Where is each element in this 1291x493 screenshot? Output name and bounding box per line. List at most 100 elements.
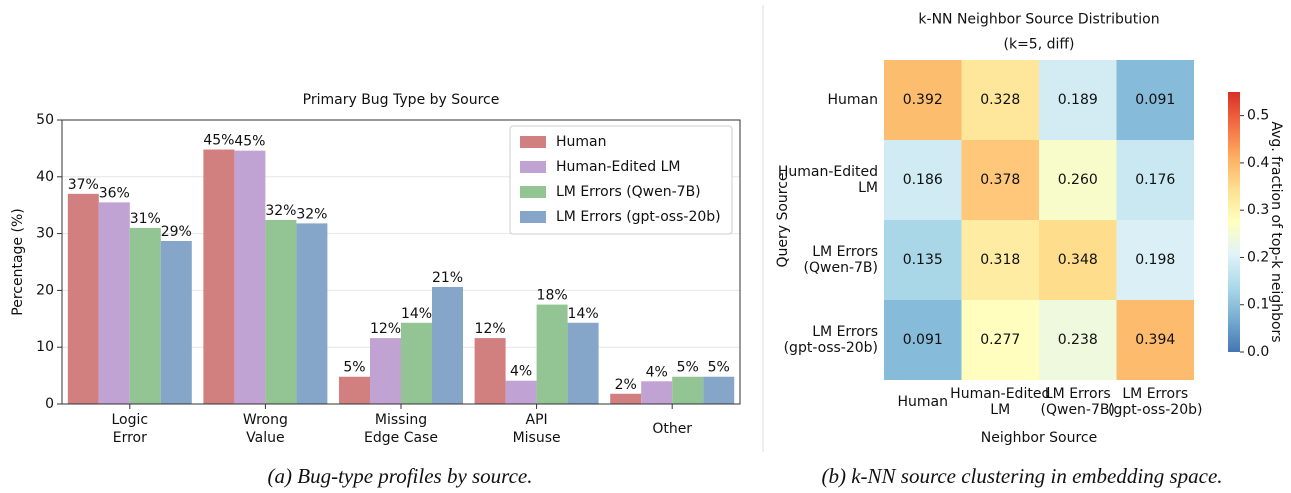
value-label: 4%	[510, 364, 532, 380]
y-tick-label: LM Errors (gpt-oss-20b)	[784, 324, 878, 356]
bar	[672, 376, 704, 404]
y-axis-label: Percentage (%)	[10, 208, 26, 315]
legend-swatch	[520, 161, 546, 173]
cell-label: 0.091	[903, 332, 943, 348]
heatmap-cell	[1039, 300, 1117, 380]
value-label: 45%	[203, 133, 234, 149]
heatmap-cell	[1039, 140, 1117, 220]
value-label: 21%	[432, 270, 463, 286]
value-label: 12%	[370, 321, 401, 337]
x-tick-label: Logic Error	[112, 412, 149, 446]
x-tick-label: Human	[898, 394, 949, 410]
cell-label: 0.238	[1058, 332, 1098, 348]
bar	[432, 286, 463, 404]
heatmap-cell	[1116, 220, 1194, 300]
cell-label: 0.394	[1135, 332, 1175, 348]
value-label: 5%	[708, 360, 730, 376]
caption: (b) k-NN source clustering in embedding …	[821, 464, 1222, 488]
legend-swatch	[520, 211, 546, 223]
bar	[474, 338, 506, 404]
bar	[401, 322, 432, 404]
value-label: 18%	[537, 288, 568, 304]
value-label: 12%	[475, 321, 506, 337]
value-label: 36%	[99, 185, 130, 201]
bar	[265, 219, 297, 404]
x-axis-label: Neighbor Source	[981, 430, 1097, 446]
heatmap-cell	[1116, 60, 1194, 140]
legend-label: Human-Edited LM	[556, 159, 680, 175]
value-label: 14%	[401, 306, 432, 322]
cell-label: 0.176	[1135, 172, 1175, 188]
y-tick-label: 10	[36, 339, 54, 355]
heatmap-cell	[961, 300, 1039, 380]
bar	[610, 393, 642, 404]
cell-label: 0.091	[1135, 92, 1175, 108]
colorbar	[1228, 92, 1240, 352]
chart-title: k-NN Neighbor Source Distribution (k=5, d…	[918, 12, 1159, 53]
value-label: 5%	[343, 360, 365, 376]
bar	[641, 381, 673, 404]
cell-label: 0.189	[1058, 92, 1098, 108]
colorbar-label: Avg. fraction of top-k neighbors	[1268, 121, 1284, 342]
y-tick-label: Human	[828, 92, 879, 108]
colorbar-tick-label: 0.1	[1247, 297, 1269, 313]
x-tick-label: LM Errors (Qwen-7B)	[1041, 386, 1115, 418]
legend-label: LM Errors (Qwen-7B)	[556, 184, 701, 200]
heatmap-cell	[1039, 220, 1117, 300]
y-tick-label: 0	[45, 396, 54, 412]
legend-label: Human	[556, 134, 607, 150]
bar	[370, 338, 401, 404]
cell-label: 0.392	[903, 92, 943, 108]
heatmap-cell	[1039, 60, 1117, 140]
x-tick-label: Missing Edge Case	[364, 412, 438, 446]
cell-label: 0.348	[1058, 252, 1098, 268]
cell-label: 0.318	[980, 252, 1020, 268]
cell-label: 0.135	[903, 252, 943, 268]
y-tick-label: 30	[36, 226, 54, 242]
value-label: 32%	[296, 206, 327, 222]
value-label: 5%	[677, 360, 699, 376]
value-label: 45%	[234, 134, 265, 150]
colorbar-tick-label: 0.5	[1247, 108, 1269, 124]
colorbar-tick-label: 0.4	[1247, 155, 1269, 171]
legend-label: LM Errors (gpt-oss-20b)	[556, 209, 721, 225]
bar	[67, 193, 99, 404]
colorbar-tick-label: 0.0	[1247, 344, 1269, 360]
heatmap-cell	[884, 60, 962, 140]
bar	[536, 304, 568, 404]
y-tick-label: 50	[36, 112, 54, 128]
value-label: 37%	[68, 177, 99, 193]
cell-label: 0.198	[1135, 252, 1175, 268]
bar	[296, 223, 328, 404]
legend-swatch	[520, 186, 546, 198]
bar	[203, 149, 235, 404]
heatmap-cell	[884, 220, 962, 300]
cell-label: 0.378	[980, 172, 1020, 188]
heatmap-cell	[1116, 300, 1194, 380]
legend-box	[509, 125, 733, 235]
heatmap-cell	[961, 220, 1039, 300]
y-tick-label: 40	[36, 169, 54, 185]
bar	[129, 227, 161, 404]
chart-title: Primary Bug Type by Source	[303, 92, 500, 108]
y-tick-label: Human-Edited LM	[778, 164, 878, 196]
heatmap-cell	[884, 300, 962, 380]
value-label: 31%	[130, 211, 161, 227]
cell-label: 0.260	[1058, 172, 1098, 188]
y-tick-label: LM Errors (Qwen-7B)	[804, 244, 878, 276]
cell-label: 0.186	[903, 172, 943, 188]
bar	[339, 376, 370, 404]
cell-label: 0.277	[980, 332, 1020, 348]
bar	[505, 380, 537, 404]
bar	[160, 240, 192, 404]
legend-swatch	[520, 136, 546, 148]
x-tick-label: Human-Edited LM	[950, 386, 1050, 418]
x-tick-label: LM Errors (gpt-oss-20b)	[1108, 386, 1202, 418]
value-label: 4%	[646, 364, 668, 380]
bar	[567, 322, 599, 404]
heatmap-cell	[1116, 140, 1194, 220]
colorbar-tick-label: 0.3	[1247, 202, 1269, 218]
heatmap-cell	[884, 140, 962, 220]
value-label: 32%	[265, 203, 296, 219]
